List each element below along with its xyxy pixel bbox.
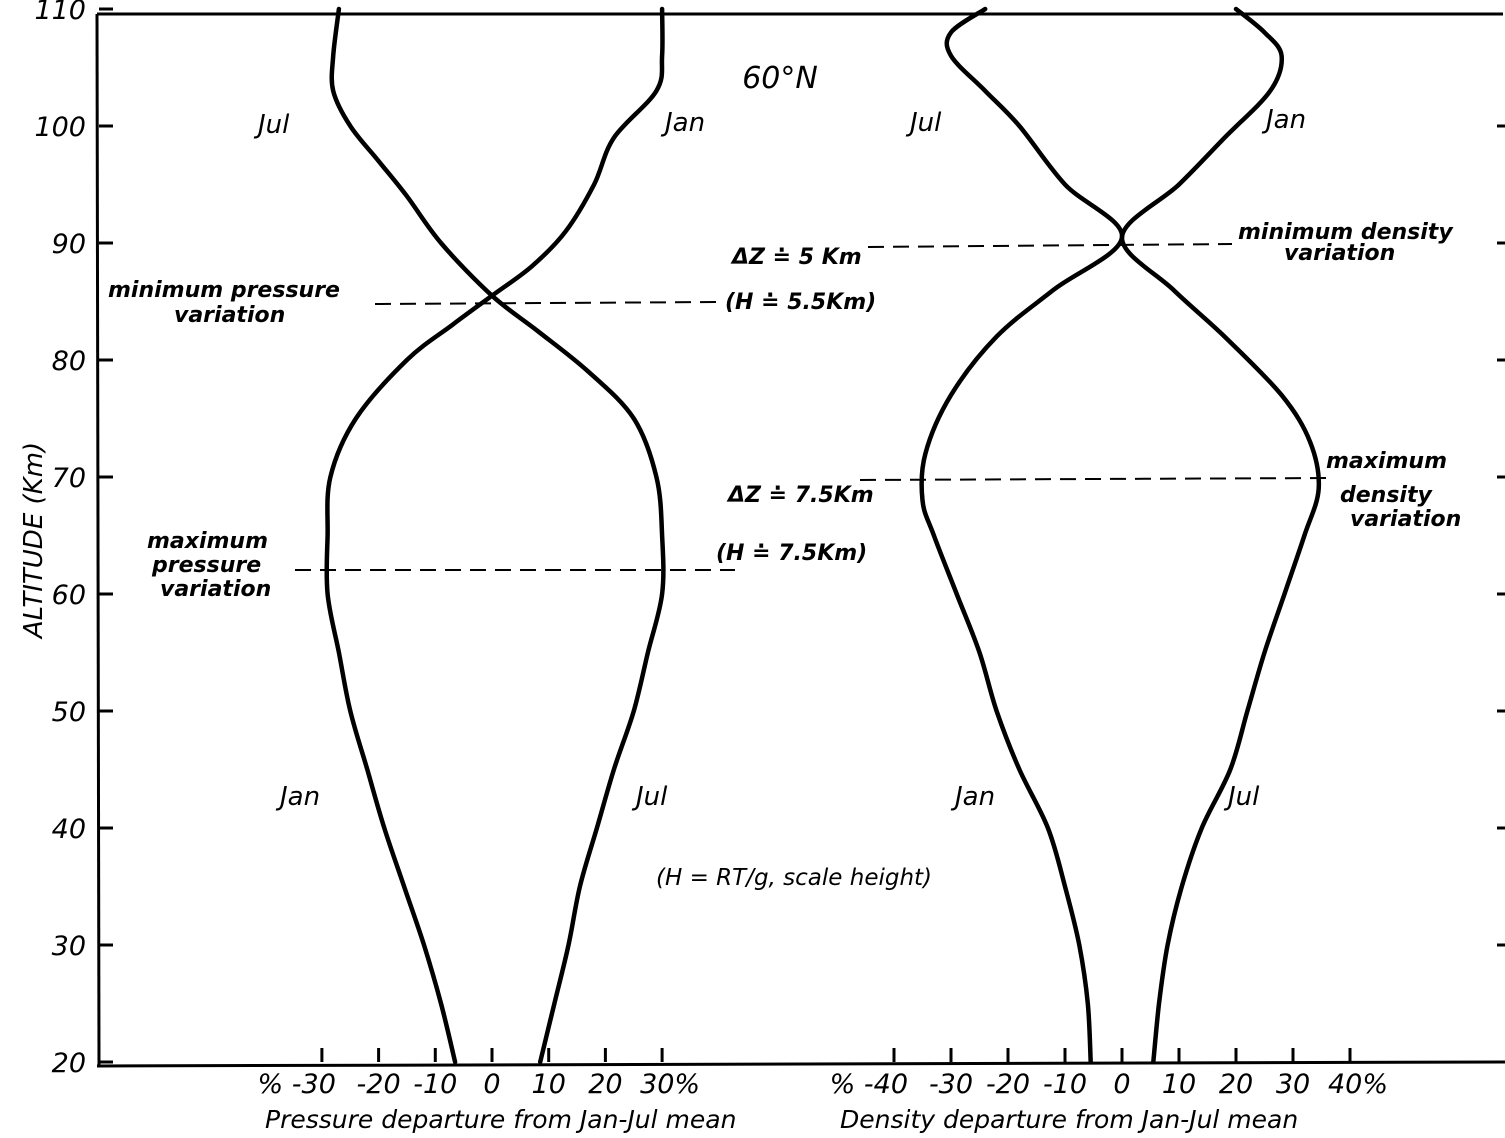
density-x-tick-label: 10 — [1162, 1069, 1196, 1100]
y-tick-label: 30 — [52, 931, 86, 962]
max-pressure-annotation-line2: pressure — [151, 553, 261, 578]
min-density-line — [867, 243, 1233, 248]
y-axis-ticks: 110 100 90 80 70 60 50 40 30 20 — [34, 0, 113, 1079]
max-density-line — [859, 477, 1331, 481]
min-pressure-annotation-line1: minimum pressure — [108, 278, 340, 303]
curves — [324, 6, 1322, 1065]
x-axis-line — [96, 1060, 1504, 1068]
pressure-jul-bottom-label: Jul — [631, 782, 668, 812]
min-density-delta-z: ΔZ ≐ 5 Km — [730, 245, 862, 270]
y-axis-line — [95, 13, 101, 1067]
pressure-x-tick-label: 30% — [640, 1069, 700, 1100]
density-x-tick-label: 20 — [1219, 1069, 1253, 1100]
y-tick-label: 20 — [52, 1048, 86, 1079]
pressure-curve-jul-top — [324, 6, 665, 1065]
density-x-tick-label: -10 — [1043, 1069, 1087, 1100]
density-x-tick-label: -30 — [929, 1069, 973, 1100]
pressure-x-tick-label: -20 — [357, 1069, 401, 1100]
y-tick-label: 40 — [52, 814, 86, 845]
density-curve-jan-top — [1119, 6, 1322, 1065]
density-jan-top-label: Jan — [1261, 105, 1306, 135]
max-density-annotation-line3: variation — [1350, 507, 1461, 532]
density-jul-bottom-label: Jul — [1223, 782, 1260, 812]
y-axis-label: ALTITUDE (Km) — [19, 442, 49, 640]
pressure-jan-bottom-label: Jan — [275, 782, 320, 812]
y-tick-label: 70 — [52, 463, 86, 494]
max-pressure-scale-height: (H ≐ 7.5Km) — [716, 541, 867, 566]
pressure-x-tick-label: 0 — [483, 1069, 500, 1100]
pressure-curve-jan-top — [329, 6, 666, 1065]
density-x-tick-label: 0 — [1113, 1069, 1130, 1100]
density-x-tick-label: 30 — [1276, 1069, 1310, 1100]
scale-height-note: (H = RT/g, scale height) — [656, 865, 932, 891]
pressure-jul-top-label: Jul — [253, 110, 290, 140]
density-x-tick-label: % -40 — [830, 1069, 908, 1100]
y-tick-label: 80 — [52, 346, 86, 377]
density-x-tick-label: 40% — [1328, 1069, 1388, 1100]
max-density-annotation-line2: density — [1340, 483, 1433, 508]
min-density-annotation-line2: variation — [1284, 241, 1395, 266]
density-curve-jul-top — [919, 6, 1125, 1065]
pressure-x-tick-label: 20 — [588, 1069, 622, 1100]
y-tick-label: 90 — [52, 229, 86, 260]
y-tick-label: 110 — [34, 0, 86, 26]
latitude-label: 60°N — [742, 61, 818, 96]
pressure-x-tick-label: -10 — [413, 1069, 457, 1100]
max-density-delta-z: ΔZ ≐ 7.5Km — [726, 483, 874, 508]
density-jan-bottom-label: Jan — [950, 782, 995, 812]
pressure-x-tick-label: % -30 — [258, 1069, 336, 1100]
density-x-axis-label: Density departure from Jan-Jul mean — [840, 1105, 1298, 1134]
y-tick-label: 50 — [52, 697, 86, 728]
min-density-annotation-line1: minimum density — [1238, 220, 1454, 245]
min-pressure-line — [374, 301, 723, 305]
y-tick-label: 100 — [34, 112, 86, 143]
y-tick-label: 60 — [52, 580, 86, 611]
min-pressure-annotation-line2: variation — [174, 303, 285, 328]
min-pressure-scale-height: (H ≐ 5.5Km) — [725, 290, 876, 315]
max-pressure-annotation-line1: maximum — [147, 529, 268, 554]
right-edge-ticks — [1497, 124, 1505, 1064]
max-pressure-annotation-line3: variation — [160, 577, 271, 602]
pressure-x-tick-label: 10 — [532, 1069, 566, 1100]
density-x-tick-label: -20 — [986, 1069, 1030, 1100]
pressure-x-axis-label: Pressure departure from Jan-Jul mean — [265, 1105, 736, 1134]
density-jul-top-label: Jul — [905, 108, 942, 138]
max-density-annotation-line1: maximum — [1326, 449, 1447, 474]
x-axis-ticks: % -30 -20 -10 0 10 20 30% % -40 -30 -20 -10 0 10 20 30… — [258, 1048, 1388, 1100]
pressure-jan-top-label: Jan — [660, 108, 705, 138]
